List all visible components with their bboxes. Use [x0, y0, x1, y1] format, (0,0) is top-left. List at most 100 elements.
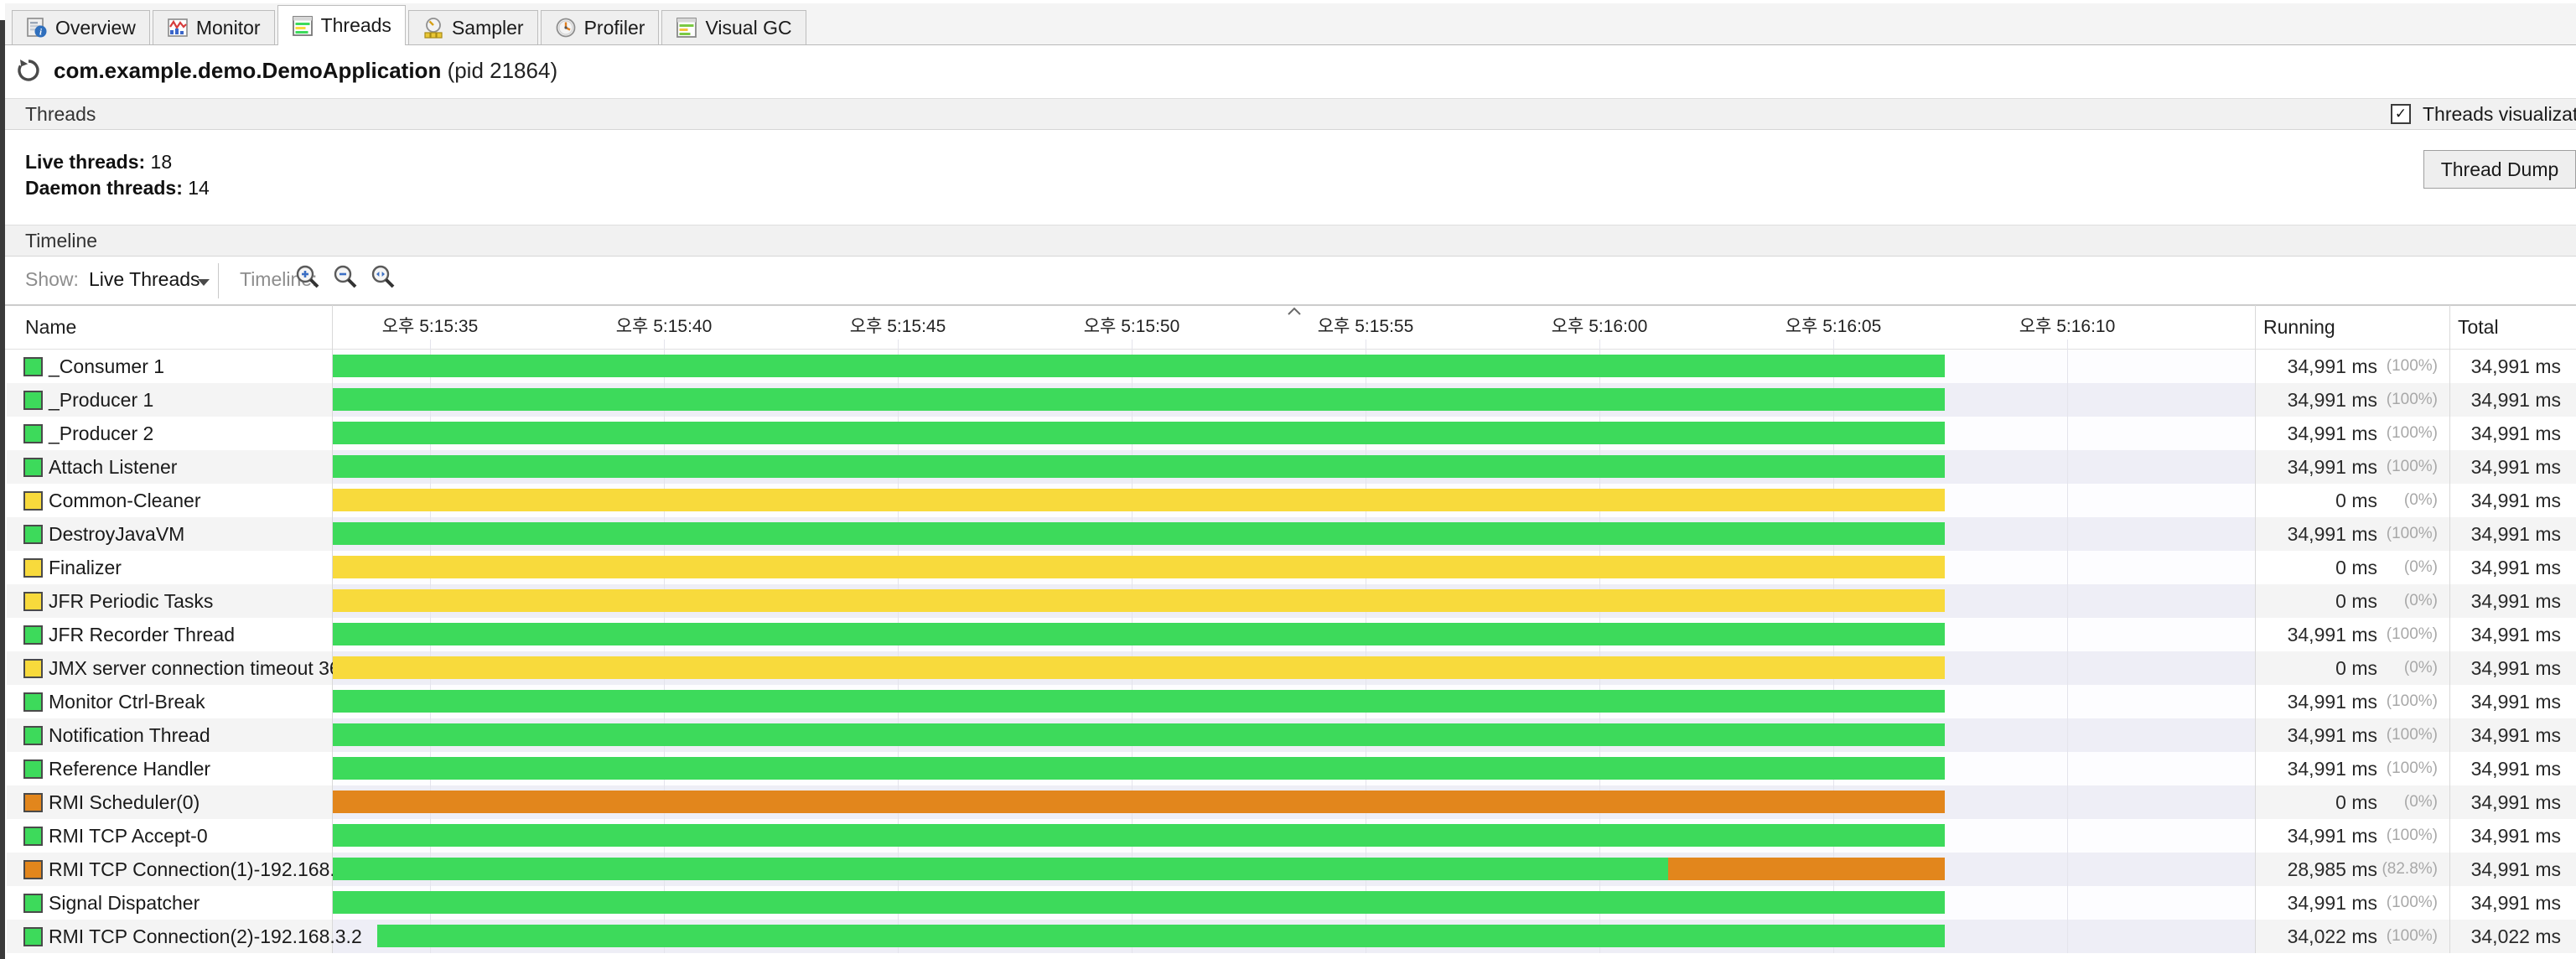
table-row[interactable]: JFR Recorder Thread 34,991 ms (100%) 34,991…: [7, 618, 2576, 651]
timeline-gridline: [1833, 340, 1834, 953]
thread-name: Common-Cleaner: [49, 490, 201, 511]
refresh-icon: [15, 57, 42, 84]
thread-state-icon: [23, 793, 43, 812]
svg-text:i: i: [39, 27, 43, 37]
column-header-total[interactable]: Total: [2458, 316, 2499, 338]
thread-state-icon: [23, 424, 43, 443]
thread-state-icon: [23, 491, 43, 511]
table-row[interactable]: DestroyJavaVM 34,991 ms (100%) 34,991 ms: [7, 517, 2576, 551]
timeline-toolbar: Show: Live Threads Timeline:: [5, 257, 2576, 305]
table-row[interactable]: RMI TCP Connection(2)-192.168.3.2 34,022 …: [7, 920, 2576, 953]
thread-bar-segment: [333, 455, 1945, 478]
table-row[interactable]: Reference Handler 34,991 ms (100%) 34,991 m…: [7, 752, 2576, 785]
tab-sampler[interactable]: Sampler: [407, 10, 538, 44]
thread-bar-segment: [333, 489, 1945, 511]
checkbox-icon[interactable]: ✓: [2391, 104, 2411, 124]
column-divider[interactable]: [332, 305, 333, 953]
thread-name-cell[interactable]: [7, 785, 332, 819]
total-value: 34,991 ms: [2449, 651, 2576, 685]
thread-state-icon: [23, 357, 43, 376]
running-percent: (100%): [2386, 726, 2438, 744]
running-value: 34,022 ms: [2287, 925, 2377, 947]
table-row[interactable]: RMI TCP Connection(1)-192.168.3.2 28,985 …: [7, 853, 2576, 886]
table-row[interactable]: Finalizer 0 ms (0%) 34,991 ms: [7, 551, 2576, 584]
column-header-name[interactable]: Name: [25, 316, 77, 338]
thread-bar-segment: [333, 757, 1945, 780]
thread-bar-segment: [333, 522, 1945, 545]
thread-dump-button[interactable]: Thread Dump: [2423, 150, 2576, 189]
running-value: 0 ms: [2335, 589, 2377, 612]
thread-name-cell[interactable]: [7, 853, 332, 886]
thread-name: _Consumer 1: [49, 355, 165, 377]
table-row[interactable]: Monitor Ctrl-Break 34,991 ms (100%) 34,991 …: [7, 685, 2576, 718]
running-cell: 34,991 ms (100%): [2255, 350, 2449, 383]
thread-bar-segment: [333, 858, 1668, 880]
time-axis-tick: 오후 5:16:10: [2019, 317, 2116, 336]
total-value: 34,991 ms: [2449, 853, 2576, 886]
threads-visualization-toggle[interactable]: ✓ Threads visualization: [2391, 99, 2576, 129]
table-row[interactable]: Signal Dispatcher 34,991 ms (100%) 34,991 m…: [7, 886, 2576, 920]
running-cell: 34,991 ms (100%): [2255, 417, 2449, 450]
time-axis-tick: 오후 5:16:05: [1785, 317, 1882, 336]
thread-counts: Live threads: 18 Daemon threads: 14: [25, 149, 210, 201]
table-row[interactable]: RMI TCP Accept-0 34,991 ms (100%) 34,991 ms: [7, 819, 2576, 853]
thread-bar-segment: [333, 656, 1945, 679]
thread-name-cell[interactable]: [7, 383, 332, 417]
thread-name: JMX server connection timeout 36: [49, 657, 340, 679]
table-row[interactable]: JMX server connection timeout 36 0 ms (0%)…: [7, 651, 2576, 685]
tab-overview[interactable]: i Overview: [12, 10, 150, 44]
chevron-down-icon[interactable]: [198, 279, 210, 286]
live-threads-label: Live threads:: [25, 151, 146, 173]
thread-name: _Producer 1: [49, 389, 154, 411]
zoom-fit-icon[interactable]: [370, 263, 398, 292]
zoom-in-icon[interactable]: [294, 263, 323, 292]
thread-state-icon: [23, 927, 43, 946]
thread-name-cell[interactable]: [7, 651, 332, 685]
time-axis-tick: 오후 5:15:45: [849, 317, 946, 336]
running-value: 0 ms: [2335, 656, 2377, 679]
table-header-bottom-border: [5, 349, 2576, 350]
running-cell: 0 ms (0%): [2255, 584, 2449, 618]
show-label: Show:: [25, 268, 79, 290]
tab-monitor[interactable]: Monitor: [152, 10, 275, 44]
thread-name-cell[interactable]: [7, 584, 332, 618]
thread-name-cell[interactable]: [7, 718, 332, 752]
running-cell: 0 ms (0%): [2255, 484, 2449, 517]
total-value: 34,991 ms: [2449, 584, 2576, 618]
timeline-gridline: [1132, 340, 1133, 953]
column-divider[interactable]: [2255, 305, 2256, 953]
zoom-out-icon[interactable]: [332, 263, 360, 292]
thread-name-cell[interactable]: [7, 450, 332, 484]
table-row[interactable]: _Producer 2 34,991 ms (100%) 34,991 ms: [7, 417, 2576, 450]
show-dropdown[interactable]: Live Threads: [89, 268, 200, 290]
table-row[interactable]: RMI Scheduler(0) 0 ms (0%) 34,991 ms: [7, 785, 2576, 819]
table-row[interactable]: Attach Listener 34,991 ms (100%) 34,991 ms: [7, 450, 2576, 484]
total-value: 34,991 ms: [2470, 758, 2561, 780]
table-row[interactable]: Notification Thread 34,991 ms (100%) 34,991…: [7, 718, 2576, 752]
table-row[interactable]: JFR Periodic Tasks 0 ms (0%) 34,991 ms: [7, 584, 2576, 618]
tab-threads[interactable]: Threads: [277, 5, 406, 45]
table-row[interactable]: _Consumer 1 34,991 ms (100%) 34,991 ms: [7, 350, 2576, 383]
tab-visual-gc[interactable]: Visual GC: [661, 10, 806, 44]
application-titlebar: com.example.demo.DemoApplication (pid 21…: [5, 45, 2576, 96]
tab-label: Monitor: [195, 16, 261, 39]
timeline-gridline: [430, 340, 431, 953]
table-row[interactable]: Common-Cleaner 0 ms (0%) 34,991 ms: [7, 484, 2576, 517]
table-row[interactable]: _Producer 1 34,991 ms (100%) 34,991 ms: [7, 383, 2576, 417]
table-header-top-border: [5, 305, 2576, 306]
total-value: 34,991 ms: [2470, 422, 2561, 444]
thread-bar-segment: [377, 925, 1945, 947]
running-percent: (0%): [2403, 592, 2438, 609]
running-value: 34,991 ms: [2287, 690, 2377, 713]
running-percent: (100%): [2386, 894, 2438, 911]
column-divider[interactable]: [2449, 305, 2450, 953]
application-title: com.example.demo.DemoApplication: [54, 57, 442, 83]
zoom-icons: [294, 263, 412, 292]
tab-profiler[interactable]: Profiler: [540, 10, 660, 44]
column-header-running[interactable]: Running: [2263, 316, 2335, 338]
running-percent: (100%): [2386, 391, 2438, 408]
thread-name-cell[interactable]: [7, 517, 332, 551]
thread-name: Signal Dispatcher: [49, 892, 200, 914]
thread-name-cell[interactable]: [7, 920, 332, 953]
running-cell: 0 ms (0%): [2255, 651, 2449, 685]
